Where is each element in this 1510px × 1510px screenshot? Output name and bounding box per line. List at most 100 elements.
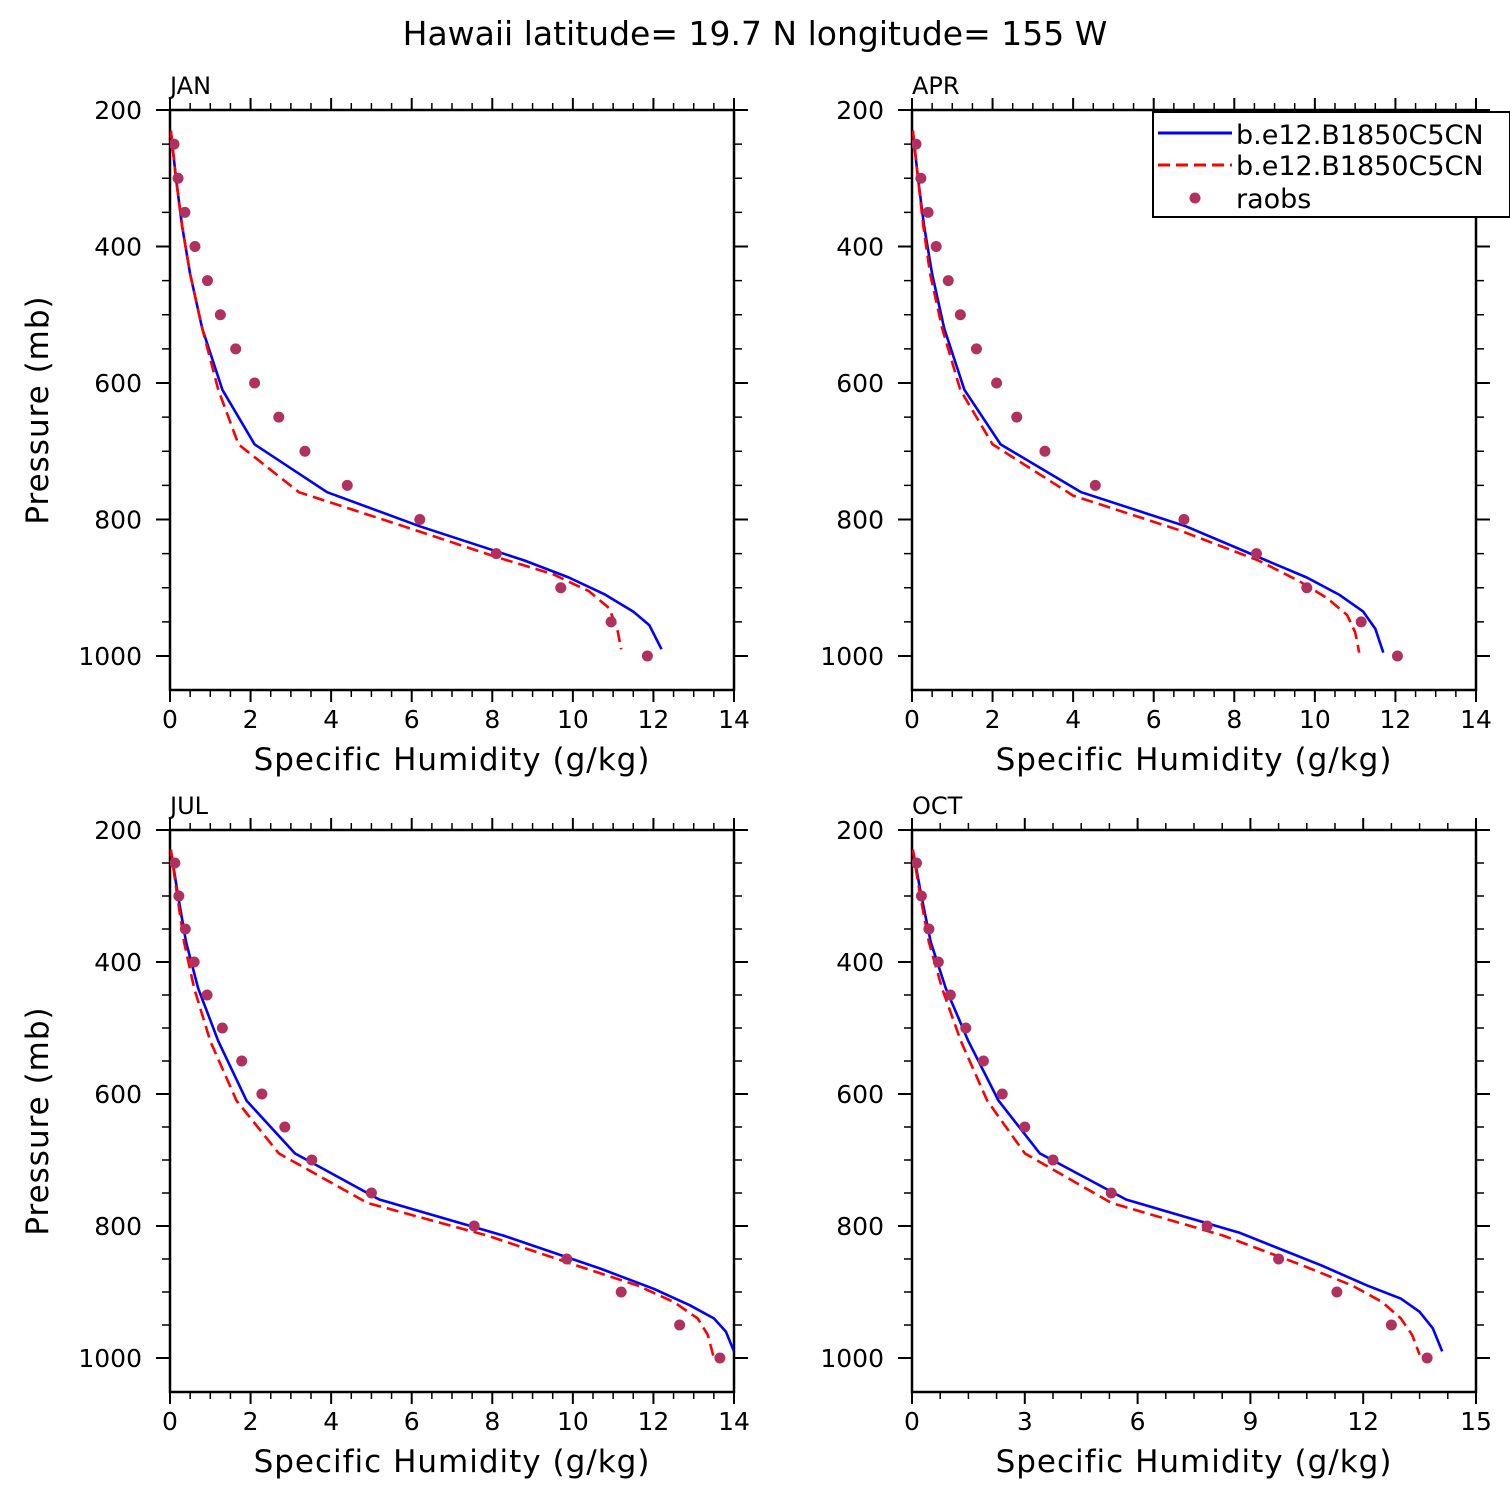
y-tick-label: 600 (836, 369, 884, 398)
panel-label: JUL (168, 792, 209, 820)
x-tick-label: 14 (718, 1407, 750, 1436)
raobs-point (201, 989, 213, 1001)
x-tick-label: 8 (1226, 705, 1242, 734)
raobs-point (977, 1055, 989, 1067)
x-tick-label: 12 (1347, 1407, 1379, 1436)
x-tick-label: 12 (638, 705, 670, 734)
raobs-point (273, 411, 285, 423)
raobs-point (170, 857, 181, 869)
x-tick-label: 0 (162, 705, 178, 734)
panel-label: JAN (168, 72, 211, 100)
raobs-point (970, 343, 982, 355)
x-tick-label: 6 (1130, 1407, 1146, 1436)
legend-label-raobs: raobs (1236, 184, 1311, 215)
y-tick-label: 1000 (820, 1344, 884, 1373)
y-axis-label: Pressure (mb) (20, 1006, 56, 1235)
raobs-point (236, 1055, 248, 1067)
raobs-point (256, 1088, 268, 1100)
raobs-point (230, 343, 242, 355)
raobs-point (1301, 582, 1313, 594)
raobs-point (414, 514, 426, 525)
raobs-point (279, 1121, 291, 1133)
x-tick-label: 14 (718, 705, 750, 734)
x-axis-label: Specific Humidity (g/kg) (254, 1444, 651, 1480)
plot-frame (910, 828, 1478, 1394)
raobs-point (555, 582, 567, 594)
x-tick-label: 12 (1380, 705, 1412, 734)
plot-frame (168, 108, 736, 692)
y-tick-label: 800 (94, 1212, 142, 1241)
legend: b.e12.B1850C5CN b.e12.B1850C5CN raobs (1152, 111, 1510, 218)
chart-panel-jan: JAN 0 2 4 6 8 10 12 14 200 400 600 800 1000 Specific H… (20, 72, 750, 778)
x-tick-label: 4 (323, 705, 339, 734)
y-tick-label: 400 (836, 233, 884, 262)
raobs-point (179, 206, 191, 218)
raobs-point (641, 650, 653, 662)
x-tick-label: 10 (1299, 705, 1331, 734)
y-tick-label: 200 (836, 816, 884, 845)
y-axis-label: Pressure (mb) (20, 295, 56, 524)
raobs-point (341, 479, 353, 491)
raobs-point (944, 989, 956, 1001)
x-tick-label: 12 (638, 1407, 670, 1436)
raobs-point (214, 309, 226, 321)
y-tick-label: 400 (94, 233, 142, 262)
y-tick-label: 200 (836, 96, 884, 125)
raobs-point (615, 1286, 627, 1298)
raobs-point (1105, 1187, 1117, 1199)
x-tick-label: 0 (904, 1407, 920, 1436)
y-tick-label: 600 (94, 1080, 142, 1109)
raobs-point (954, 309, 966, 321)
raobs-point (922, 206, 934, 218)
raobs-point (170, 138, 180, 150)
raobs-point (930, 241, 942, 252)
x-tick-label: 6 (404, 705, 420, 734)
series-line-dashed (170, 849, 716, 1359)
series-line-dashed (912, 130, 1361, 653)
raobs-point (365, 1187, 377, 1199)
raobs-point (1385, 1319, 1397, 1331)
legend-swatch-raobs (1189, 192, 1201, 204)
x-tick-label: 8 (484, 705, 500, 734)
raobs-point (714, 1352, 726, 1364)
x-tick-label: 9 (1242, 1407, 1258, 1436)
raobs-point (991, 377, 1003, 389)
x-axis-label: Specific Humidity (g/kg) (254, 742, 651, 778)
raobs-point (1355, 616, 1367, 628)
raobs-point (189, 241, 201, 252)
x-tick-label: 4 (1065, 705, 1081, 734)
x-tick-label: 10 (557, 705, 589, 734)
series-line-solid (170, 130, 663, 650)
raobs-point (605, 616, 617, 628)
x-tick-label: 0 (162, 1407, 178, 1436)
raobs-point (1250, 548, 1262, 560)
raobs-point (1421, 1352, 1433, 1364)
raobs-point (912, 138, 922, 150)
series-line-solid (912, 849, 1444, 1352)
y-tick-label: 800 (94, 506, 142, 535)
series-group (912, 130, 1403, 662)
series-group (912, 849, 1444, 1364)
raobs-point (915, 172, 927, 184)
raobs-point (179, 923, 191, 935)
legend-label-dashed: b.e12.B1850C5CN (1236, 151, 1484, 182)
series-line-dashed (170, 130, 623, 650)
panel-label: APR (912, 72, 960, 100)
raobs-point (932, 956, 944, 968)
raobs-point (960, 1022, 972, 1034)
x-tick-label: 2 (243, 705, 259, 734)
x-axis-label: Specific Humidity (g/kg) (996, 1444, 1393, 1480)
raobs-point (1039, 445, 1051, 457)
x-axis-label: Specific Humidity (g/kg) (996, 742, 1393, 778)
raobs-point (1178, 514, 1190, 525)
raobs-point (490, 548, 502, 560)
raobs-point (915, 890, 927, 902)
raobs-point (306, 1154, 318, 1166)
y-tick-label: 600 (836, 1080, 884, 1109)
raobs-point (201, 275, 213, 287)
raobs-point (216, 1022, 228, 1034)
y-tick-label: 400 (94, 948, 142, 977)
series-group (170, 849, 734, 1364)
x-tick-label: 2 (243, 1407, 259, 1436)
